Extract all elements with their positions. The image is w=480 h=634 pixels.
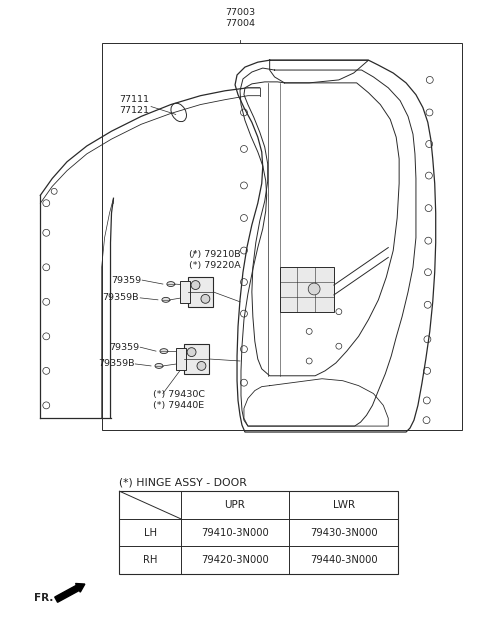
Text: (*) 79210B
(*) 79220A: (*) 79210B (*) 79220A: [189, 250, 240, 271]
Text: UPR: UPR: [225, 500, 245, 510]
Text: RH: RH: [143, 555, 157, 566]
Bar: [120, 491, 398, 574]
Ellipse shape: [160, 349, 168, 354]
Text: 77111
77121: 77111 77121: [119, 94, 149, 115]
Text: LWR: LWR: [333, 500, 355, 510]
Circle shape: [308, 283, 320, 295]
Circle shape: [201, 294, 210, 303]
Bar: [180, 281, 190, 303]
Bar: [102, 43, 462, 430]
Text: 79359B: 79359B: [103, 294, 139, 302]
Circle shape: [191, 281, 200, 290]
Text: 79420-3N000: 79420-3N000: [201, 555, 269, 566]
Text: 79359B: 79359B: [98, 359, 134, 368]
Bar: [176, 348, 186, 370]
Text: 79410-3N000: 79410-3N000: [201, 527, 269, 538]
Bar: [279, 268, 334, 312]
Circle shape: [197, 361, 206, 370]
Text: 79430-3N000: 79430-3N000: [310, 527, 378, 538]
Text: (*) 79430C
(*) 79440E: (*) 79430C (*) 79440E: [153, 391, 205, 410]
Ellipse shape: [167, 281, 175, 287]
FancyArrow shape: [55, 583, 85, 602]
Text: 79440-3N000: 79440-3N000: [310, 555, 378, 566]
Circle shape: [187, 347, 196, 356]
Text: 77003
77004: 77003 77004: [225, 8, 255, 28]
Text: FR.: FR.: [35, 593, 54, 603]
Bar: [188, 277, 213, 307]
Bar: [184, 344, 209, 374]
Ellipse shape: [155, 363, 163, 368]
Text: (*) HINGE ASSY - DOOR: (*) HINGE ASSY - DOOR: [120, 477, 247, 488]
Text: 79359: 79359: [111, 276, 141, 285]
Ellipse shape: [162, 297, 170, 302]
Text: 79359: 79359: [109, 343, 139, 352]
Text: LH: LH: [144, 527, 156, 538]
